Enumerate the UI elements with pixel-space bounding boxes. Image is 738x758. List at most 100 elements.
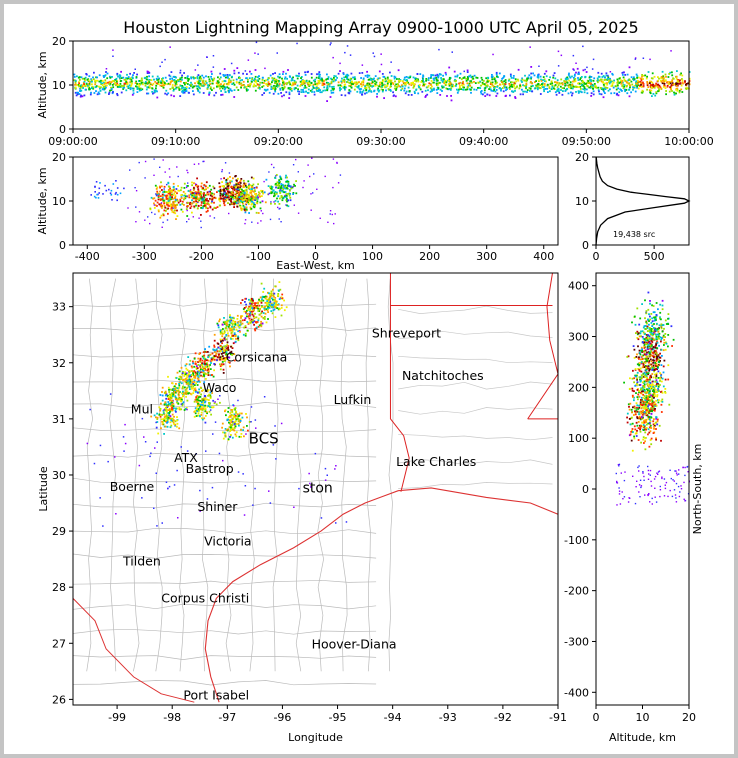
source-point bbox=[213, 355, 216, 357]
source-point bbox=[251, 77, 254, 79]
source-point bbox=[287, 87, 290, 89]
source-point bbox=[590, 76, 593, 78]
source-point bbox=[247, 80, 249, 83]
source-point bbox=[265, 178, 268, 181]
source-point bbox=[115, 180, 117, 182]
source-point bbox=[378, 70, 381, 73]
source-point bbox=[168, 186, 171, 188]
source-point bbox=[489, 83, 492, 85]
source-point bbox=[196, 75, 199, 78]
source-point bbox=[255, 202, 258, 204]
source-point bbox=[138, 211, 141, 213]
source-point bbox=[102, 75, 105, 77]
source-point bbox=[457, 89, 460, 92]
source-point bbox=[163, 185, 166, 188]
source-point bbox=[73, 79, 76, 82]
source-point bbox=[168, 200, 171, 203]
source-point bbox=[209, 190, 211, 193]
county-line bbox=[72, 680, 377, 686]
county-line bbox=[340, 278, 348, 672]
source-point bbox=[230, 192, 232, 195]
source-point bbox=[264, 89, 267, 92]
source-point bbox=[100, 83, 103, 86]
source-point bbox=[666, 81, 669, 83]
source-point bbox=[242, 184, 245, 187]
source-point bbox=[188, 84, 191, 86]
source-point bbox=[486, 93, 489, 96]
source-point bbox=[156, 525, 158, 527]
source-point bbox=[436, 84, 439, 87]
source-point bbox=[221, 333, 224, 335]
source-point bbox=[241, 299, 244, 301]
source-point bbox=[398, 78, 400, 80]
source-point bbox=[346, 45, 349, 47]
source-point bbox=[145, 78, 148, 81]
source-point bbox=[219, 196, 222, 199]
source-point bbox=[221, 361, 224, 363]
source-point bbox=[236, 197, 239, 200]
source-point bbox=[628, 95, 631, 98]
source-point bbox=[358, 88, 361, 91]
source-point bbox=[504, 83, 507, 85]
source-point bbox=[173, 394, 176, 397]
source-point bbox=[240, 82, 243, 85]
source-point bbox=[382, 84, 385, 87]
source-point bbox=[668, 90, 671, 93]
source-point bbox=[255, 307, 257, 309]
source-point bbox=[98, 192, 100, 194]
source-point bbox=[270, 294, 273, 297]
source-point bbox=[223, 330, 226, 332]
source-point bbox=[213, 201, 215, 204]
source-point bbox=[197, 357, 200, 360]
source-point bbox=[261, 200, 264, 203]
source-point bbox=[292, 83, 295, 86]
source-point bbox=[169, 194, 172, 197]
source-point bbox=[672, 83, 675, 86]
source-point bbox=[151, 211, 153, 214]
source-point bbox=[626, 73, 629, 76]
source-point bbox=[321, 84, 324, 86]
source-point bbox=[569, 83, 571, 86]
source-point bbox=[190, 375, 192, 378]
source-point bbox=[129, 85, 132, 88]
source-point bbox=[234, 415, 236, 418]
source-point bbox=[651, 87, 654, 89]
source-point bbox=[223, 80, 226, 82]
source-point bbox=[232, 79, 235, 82]
source-point bbox=[144, 84, 147, 87]
source-point bbox=[267, 291, 269, 294]
source-point bbox=[349, 90, 352, 93]
source-point bbox=[245, 305, 248, 308]
source-point bbox=[182, 378, 185, 381]
source-point bbox=[264, 297, 267, 300]
source-point bbox=[659, 79, 662, 82]
source-point bbox=[616, 78, 619, 81]
source-point bbox=[188, 386, 191, 388]
source-point bbox=[207, 404, 210, 407]
source-point bbox=[665, 93, 667, 96]
source-point bbox=[145, 82, 147, 85]
source-point bbox=[166, 425, 169, 428]
source-point bbox=[180, 197, 183, 199]
source-point bbox=[132, 77, 134, 80]
source-point bbox=[233, 96, 236, 98]
source-point bbox=[141, 79, 143, 82]
source-point bbox=[159, 185, 161, 188]
source-point bbox=[245, 190, 248, 192]
source-point bbox=[135, 85, 137, 88]
source-point bbox=[191, 211, 193, 214]
source-point bbox=[146, 75, 148, 78]
source-point bbox=[262, 317, 265, 319]
source-point bbox=[487, 76, 489, 79]
source-point bbox=[346, 76, 348, 79]
county-line bbox=[132, 278, 140, 672]
source-point bbox=[293, 79, 296, 82]
source-point bbox=[153, 197, 156, 200]
source-point bbox=[141, 497, 143, 499]
source-point bbox=[202, 92, 205, 94]
source-point bbox=[196, 398, 198, 401]
source-point bbox=[95, 90, 97, 92]
source-point bbox=[107, 460, 109, 463]
source-point bbox=[678, 82, 680, 85]
source-point bbox=[168, 197, 171, 200]
